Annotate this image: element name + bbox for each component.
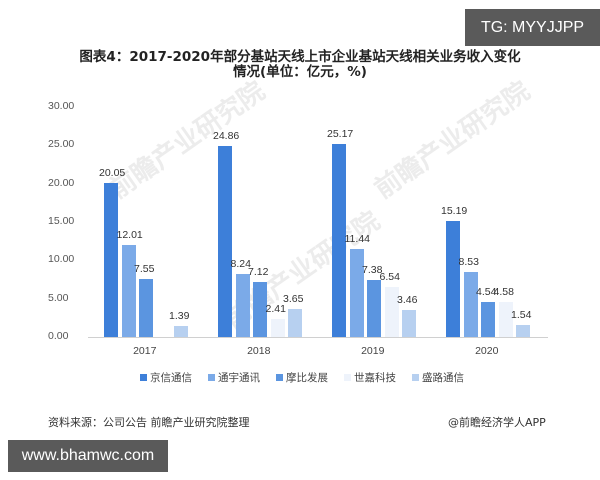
- bar-2020-1: [463, 271, 478, 337]
- legend-item: 盛路通信: [412, 370, 464, 385]
- data-source: 资料来源：公司公告 前瞻产业研究院整理: [48, 416, 250, 429]
- bar-2018-3: [270, 318, 285, 337]
- bar-chart: 前瞻产业研究院 前瞻产业研究院 前瞻产业研究院 30.00 25.00 20.00 1…: [48, 76, 548, 357]
- bar-2018-1: [235, 273, 250, 337]
- legend-item: 世嘉科技: [344, 370, 396, 385]
- watermark: 前瞻产业研究院: [104, 76, 271, 206]
- legend-label: 摩比发展: [286, 372, 328, 384]
- data-label: 6.54: [379, 270, 400, 283]
- data-label: 11.44: [344, 233, 371, 246]
- bar-2017-4: [174, 326, 188, 337]
- legend-label: 通宇通讯: [218, 372, 260, 384]
- data-label: 15.19: [441, 204, 468, 217]
- bar-2020-2: [481, 302, 495, 337]
- data-label: 20.05: [99, 167, 126, 180]
- legend-swatch-icon: [344, 374, 351, 381]
- data-label: 7.12: [248, 266, 269, 279]
- bar-2018-2: [253, 282, 267, 337]
- bar-2017-0: [104, 183, 118, 337]
- y-tick-label: 25.00: [48, 138, 75, 151]
- chart-title-line1: 图表4：2017-2020年部分基站天线上市企业基站天线相关业务收入变化: [79, 49, 521, 65]
- bar-2019-3: [384, 286, 399, 337]
- data-label: 7.38: [362, 264, 383, 277]
- data-label: 2.41: [265, 302, 286, 315]
- data-label: 3.65: [283, 293, 304, 306]
- y-tick-label: 5.00: [48, 291, 69, 304]
- legend-item: 京信通信: [140, 370, 192, 385]
- bar-2020-4: [516, 325, 530, 337]
- x-tick-label: 2017: [133, 345, 157, 357]
- url-badge: www.bhamwc.com: [8, 440, 168, 472]
- data-label: 1.39: [169, 310, 190, 323]
- data-label: 25.17: [327, 128, 354, 141]
- y-tick-label: 10.00: [48, 253, 75, 266]
- y-tick-label: 30.00: [48, 100, 75, 112]
- data-label: 8.24: [230, 257, 251, 270]
- bar-2019-4: [402, 310, 416, 337]
- bar-2018-4: [288, 309, 302, 337]
- bar-2018-0: [218, 146, 232, 337]
- bar-2017-1: [121, 244, 136, 337]
- legend-label: 世嘉科技: [354, 372, 396, 384]
- data-label: 24.86: [213, 130, 240, 143]
- y-tick-label: 0.00: [48, 330, 69, 342]
- data-label: 12.01: [116, 228, 143, 241]
- bar-2020-3: [498, 301, 513, 337]
- legend-swatch-icon: [140, 374, 147, 381]
- legend-item: 摩比发展: [276, 370, 328, 385]
- y-tick-label: 15.00: [48, 215, 75, 227]
- x-tick-label: 2019: [361, 345, 385, 357]
- bar-2017-2: [139, 279, 153, 337]
- data-label: 1.54: [511, 309, 532, 322]
- chart-title: 图表4：2017-2020年部分基站天线上市企业基站天线相关业务收入变化 情况(…: [40, 50, 560, 80]
- data-label: 8.53: [458, 255, 479, 268]
- legend-swatch-icon: [412, 374, 419, 381]
- data-label: 3.46: [397, 294, 418, 307]
- chart-legend: 京信通信 通宇通讯 摩比发展 世嘉科技 盛路通信: [140, 370, 464, 385]
- tg-badge: TG: MYYJJPP: [465, 9, 600, 46]
- data-label: 4.58: [493, 285, 514, 298]
- bar-2019-1: [349, 249, 364, 337]
- bar-2020-0: [446, 220, 460, 337]
- x-axis-line: [88, 337, 548, 338]
- data-label: 4.54: [476, 286, 497, 299]
- x-tick-label: 2020: [475, 345, 499, 357]
- credit: @前瞻经济学人APP: [448, 416, 546, 429]
- bar-2019-2: [367, 280, 381, 337]
- x-tick-label: 2018: [247, 345, 271, 357]
- data-label: 7.55: [134, 263, 155, 276]
- y-tick-label: 20.00: [48, 176, 75, 189]
- legend-item: 通宇通讯: [208, 370, 260, 385]
- legend-label: 京信通信: [150, 372, 192, 384]
- chart-title-line2: 情况(单位：亿元，%): [233, 64, 367, 80]
- legend-label: 盛路通信: [422, 372, 464, 384]
- legend-swatch-icon: [276, 374, 283, 381]
- bar-2019-0: [332, 144, 346, 337]
- watermark: 前瞻产业研究院: [369, 76, 536, 206]
- legend-swatch-icon: [208, 374, 215, 381]
